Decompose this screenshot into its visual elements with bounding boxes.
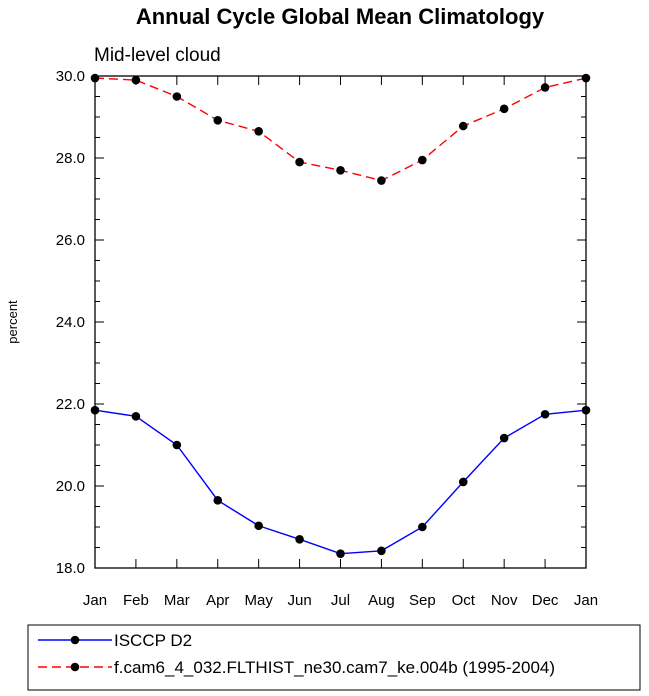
series-line-2 [94,77,587,182]
data-point [458,121,468,131]
data-point [172,440,182,450]
x-tick-label: Jun [287,592,311,609]
y-tick-label: 30.0 [56,68,85,85]
y-tick-label: 24.0 [56,314,85,331]
data-point [254,521,263,531]
x-tick-label: Jan [574,592,598,609]
data-point [213,115,223,125]
data-point [377,546,386,556]
data-point [131,75,141,85]
x-tick-label: Feb [123,592,149,609]
x-tick-label: Jul [331,592,350,609]
data-point [90,73,100,83]
data-point [213,496,223,505]
data-point [336,549,345,558]
data-point [90,405,100,415]
chart-subtitle: Mid-level cloud [94,45,221,66]
data-point [581,405,591,415]
data-point [499,433,509,443]
x-tick-label: Jan [83,592,107,609]
data-point [458,477,468,487]
legend-marker [70,662,80,672]
series-line-1 [94,409,587,555]
legend-marker [70,635,80,645]
y-tick-label: 20.0 [56,478,85,495]
x-tick-label: Apr [206,592,229,609]
data-point [418,522,427,532]
data-point [295,535,304,544]
x-tick-label: May [244,592,273,609]
chart-title: Annual Cycle Global Mean Climatology [136,4,545,29]
data-point [336,166,345,175]
x-tick-label: Sep [409,592,436,609]
y-tick-label: 18.0 [56,560,85,577]
data-point [131,412,141,421]
x-tick-label: Aug [368,592,395,609]
axis-ticks: Jan Feb Mar Apr May Jun Jul Aug Sep Oct Nov Dec Jan 1… [56,68,598,609]
legend-box [27,624,641,691]
y-axis-label: percent [5,300,20,344]
legend: ISCCP D2 f.cam6_4_032.FLTHIST_ne30.cam7_k… [38,631,555,677]
data-point [295,157,304,167]
x-tick-label: Oct [452,592,476,609]
data-point [377,176,386,185]
x-tick-label: Nov [491,592,518,609]
y-tick-label: 26.0 [56,232,85,249]
x-tick-label: Dec [532,592,559,609]
data-point [172,92,182,101]
data-point [499,104,509,114]
series-layer [90,73,591,558]
data-point [418,155,427,165]
data-point [540,409,550,419]
legend-label-2: f.cam6_4_032.FLTHIST_ne30.cam7_ke.004b (… [114,658,555,677]
y-tick-label: 28.0 [56,150,85,167]
legend-label-1: ISCCP D2 [114,631,192,650]
plot-frame [94,75,587,569]
data-point [581,73,591,83]
data-point [540,83,550,92]
data-point [254,127,263,136]
y-tick-label: 22.0 [56,396,85,413]
x-tick-label: Mar [164,592,190,609]
